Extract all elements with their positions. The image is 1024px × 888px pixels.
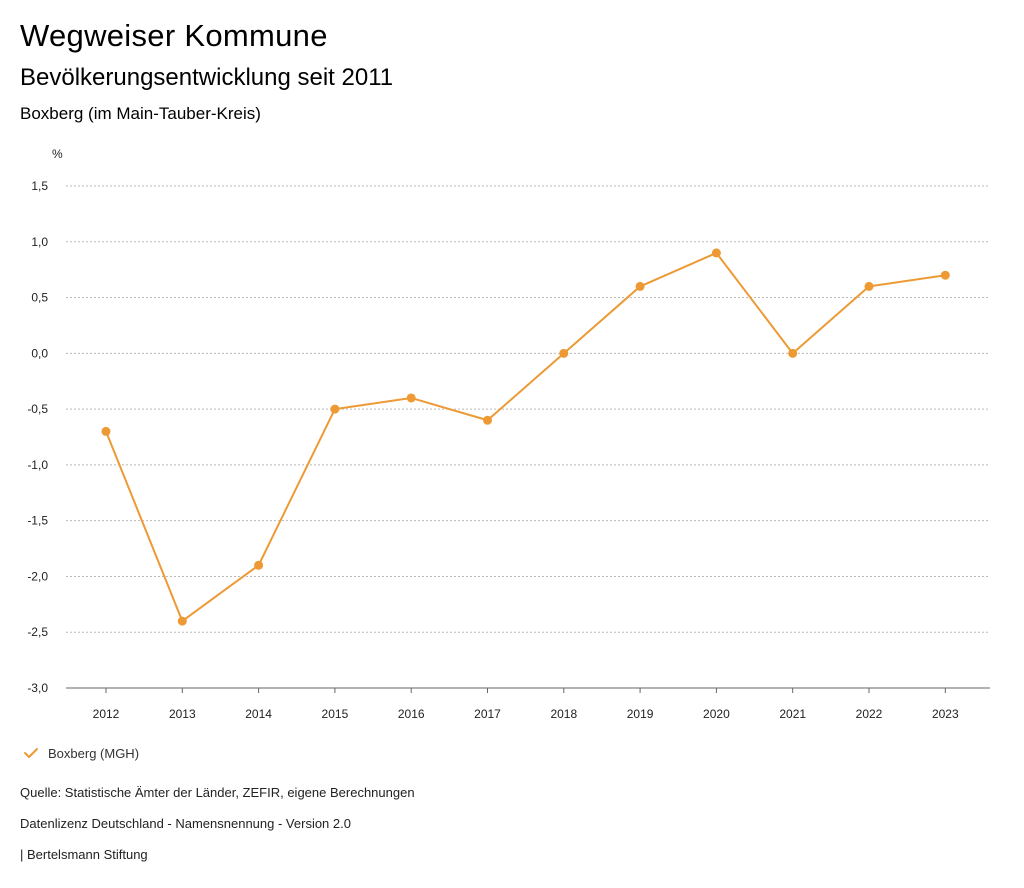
publisher-note: | Bertelsmann Stiftung — [20, 847, 148, 862]
data-point[interactable] — [788, 348, 798, 358]
legend-check-icon — [24, 748, 38, 758]
y-tick-label: 1,5 — [31, 179, 48, 193]
legend[interactable]: Boxberg (MGH) — [22, 745, 139, 761]
region-label: Boxberg (im Main-Tauber-Kreis) — [20, 104, 261, 123]
x-tick-label: 2017 — [474, 707, 501, 721]
y-tick-label: -1,0 — [27, 458, 48, 472]
data-point[interactable] — [254, 560, 264, 570]
x-tick-label: 2021 — [779, 707, 806, 721]
y-tick-label: -2,5 — [27, 625, 48, 639]
x-tick-label: 2012 — [93, 707, 120, 721]
data-point[interactable] — [559, 348, 569, 358]
y-tick-label: -2,0 — [27, 569, 48, 583]
series-line — [105, 251, 946, 623]
data-point[interactable] — [406, 393, 416, 403]
x-tick-label: 2022 — [856, 707, 883, 721]
y-tick-label: 1,0 — [31, 235, 48, 249]
y-tick-label: 0,0 — [31, 346, 48, 360]
license-note: Datenlizenz Deutschland - Namensnennung … — [20, 816, 351, 831]
source-note: Quelle: Statistische Ämter der Länder, Z… — [20, 785, 415, 800]
data-point[interactable] — [101, 426, 111, 436]
data-point[interactable] — [177, 616, 187, 626]
y-tick-label: -1,5 — [27, 514, 48, 528]
chart-subtitle: Bevölkerungsentwicklung seit 2011 — [20, 64, 394, 91]
x-tick-label: 2020 — [703, 707, 730, 721]
x-tick-label: 2018 — [550, 707, 577, 721]
x-tick-label: 2016 — [398, 707, 425, 721]
data-point[interactable] — [635, 281, 645, 291]
x-tick-label: 2014 — [245, 707, 272, 721]
y-tick-label: 0,5 — [31, 291, 48, 305]
line-chart: % 1,5 1,0 0,5 0,0 -0,5 -1,0 -1,5 -2,0 -2,5 -3,0 2… — [27, 147, 990, 721]
y-unit-label: % — [52, 147, 63, 161]
data-point[interactable] — [483, 415, 492, 425]
y-tick-label: -0,5 — [27, 402, 48, 416]
x-tick-label: 2013 — [169, 707, 196, 721]
data-point[interactable] — [330, 404, 340, 414]
x-tick-label: 2015 — [322, 707, 349, 721]
x-tick-label: 2023 — [932, 707, 959, 721]
data-point[interactable] — [940, 270, 950, 280]
page-title: Wegweiser Kommune — [20, 18, 328, 53]
y-tick-label: -3,0 — [27, 681, 48, 695]
data-point[interactable] — [711, 248, 721, 258]
data-point[interactable] — [864, 281, 874, 291]
legend-label: Boxberg (MGH) — [48, 745, 140, 761]
x-tick-label: 2019 — [627, 707, 654, 721]
